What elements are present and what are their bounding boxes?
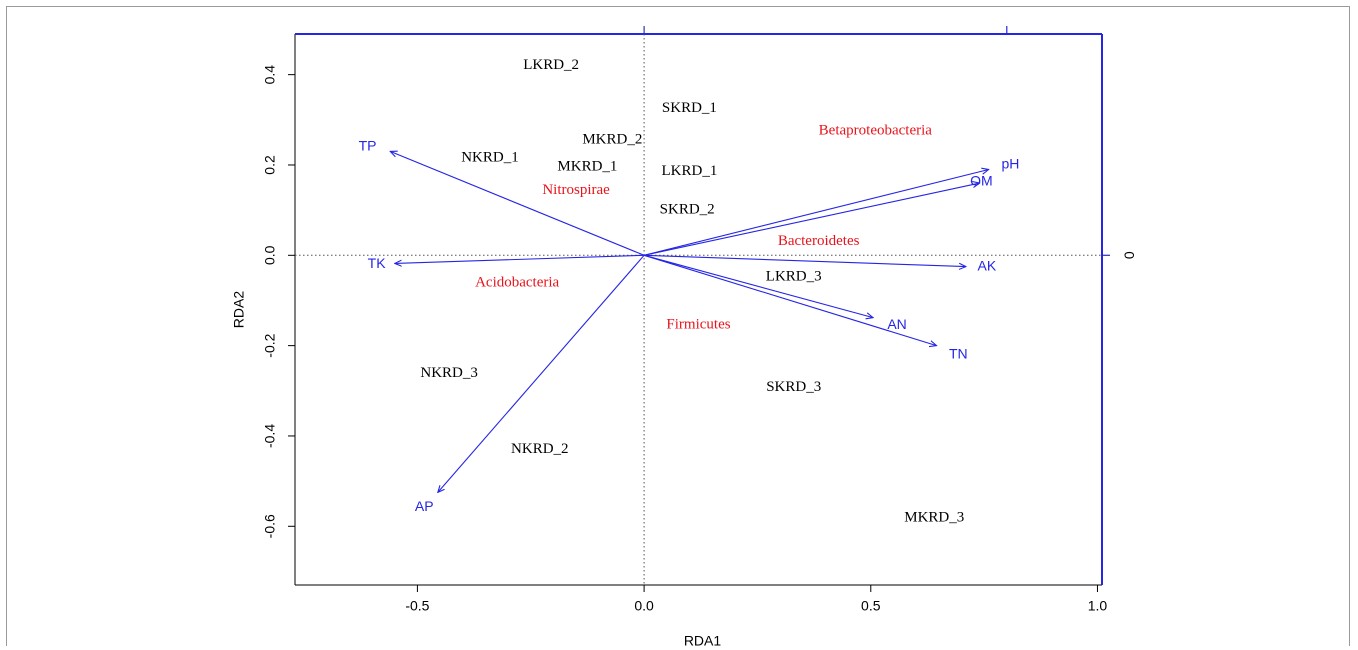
site-label-lkrd-3: LKRD_3 [766, 268, 822, 284]
env-label-tn: TN [949, 345, 968, 361]
x-tick-label: 1.0 [1088, 598, 1108, 614]
env-arrow-ak [644, 254, 966, 266]
taxon-label-firmicutes: Firmicutes [666, 317, 730, 333]
y-tick-label: -0.6 [262, 514, 278, 538]
y-tick-label: 0.4 [262, 65, 278, 85]
y-tick-label: -0.2 [262, 333, 278, 357]
x-tick-label: 0.5 [861, 598, 881, 614]
x-axis-title: RDA1 [684, 633, 722, 649]
taxon-label-acidobacteria: Acidobacteria [475, 275, 559, 291]
site-label-skrd-2: SKRD_2 [660, 202, 715, 218]
taxon-label-bacteroidetes: Bacteroidetes [778, 233, 860, 249]
site-label-nkrd-2: NKRD_2 [511, 441, 569, 457]
env-arrow-tp [390, 151, 645, 256]
figure-frame [6, 6, 1350, 646]
site-label-nkrd-3: NKRD_3 [420, 365, 478, 381]
env-label-an: AN [887, 316, 906, 332]
env-label-ap: AP [415, 498, 434, 514]
site-label-skrd-3: SKRD_3 [766, 379, 821, 395]
env-arrow-tk [395, 254, 645, 263]
y-tick-label: -0.4 [262, 424, 278, 448]
x-tick-label: 0.0 [634, 598, 654, 614]
taxon-label-betaproteobacteria: Betaproteobacteria [819, 123, 933, 139]
site-label-skrd-1: SKRD_1 [662, 100, 717, 116]
env-label-tp: TP [359, 138, 377, 154]
env-arrow-ph [643, 169, 989, 256]
env-arrow-ap [438, 254, 645, 492]
site-label-lkrd-1: LKRD_1 [662, 163, 718, 179]
env-arrow-tn [643, 254, 936, 345]
taxon-label-nitrospirae: Nitrospirae [542, 182, 610, 198]
x-tick-label: -0.5 [405, 598, 429, 614]
env-label-om: OM [970, 172, 993, 188]
site-label-mkrd-2: MKRD_2 [582, 132, 642, 148]
y-tick-label: 0.2 [262, 155, 278, 175]
site-label-mkrd-1: MKRD_1 [557, 159, 617, 175]
env-label-ak: AK [978, 258, 997, 274]
y-tick-label: 0.0 [262, 245, 278, 265]
env-arrow-an [643, 254, 873, 317]
site-label-lkrd-2: LKRD_2 [523, 57, 579, 73]
right-axis-tick-label: 0 [1121, 251, 1137, 259]
env-label-ph: pH [1001, 156, 1019, 172]
env-label-tk: TK [368, 255, 387, 271]
y-axis-title: RDA2 [231, 291, 247, 329]
env-arrow-om [643, 183, 979, 256]
site-label-mkrd-3: MKRD_3 [904, 510, 964, 526]
site-label-nkrd-1: NKRD_1 [461, 150, 519, 166]
